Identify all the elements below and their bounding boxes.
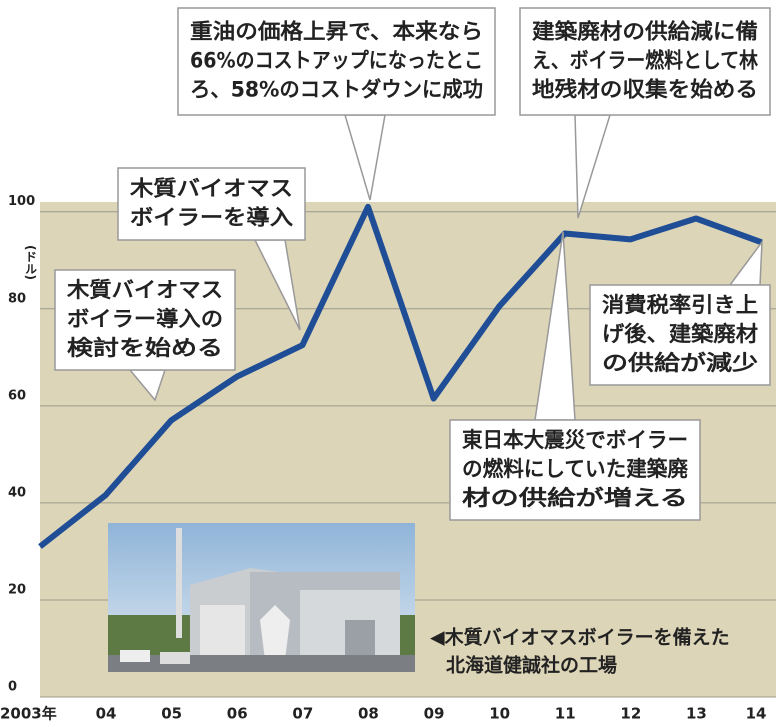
x-tick-label: 09 (424, 705, 445, 723)
callout-text: ろ、58%のコストダウンに成功 (190, 78, 483, 102)
x-tick-label: 08 (358, 705, 379, 723)
y-tick-label: 80 (8, 291, 26, 306)
x-tick-label: 06 (227, 705, 248, 723)
y-tick-label: 60 (8, 388, 26, 403)
callout-text: ボイラーを導入 (130, 206, 293, 230)
x-tick-label: 14 (746, 705, 767, 723)
x-tick-label: 10 (489, 705, 510, 723)
y-tick-label: 40 (8, 485, 26, 500)
x-tick-label: 11 (555, 705, 576, 723)
x-tick-label: 04 (96, 705, 117, 723)
y-tick-label: 20 (8, 582, 26, 597)
photo-caption: ◀木質バイオマスボイラーを備えた (430, 626, 730, 649)
callout-text: 地残材の収集を始める (532, 78, 758, 102)
y-axis-label: (ドル) (24, 245, 38, 280)
callout-text: ボイラー導入の (67, 307, 223, 331)
callout-text: 木質バイオマス (129, 177, 293, 201)
callout-text: 66%のコストアップになったとこ (190, 49, 483, 73)
x-tick-label: 2003年 (0, 705, 57, 723)
callout-text: 木質バイオマス (66, 278, 223, 302)
callout-text: え、ボイラー燃料として林 (532, 49, 758, 73)
callout-pointer (345, 115, 385, 200)
y-tick-label: 0 (8, 680, 17, 695)
photo-caption: 北海道健誠社の工場 (446, 654, 617, 677)
callout-text: 材の供給が増える (462, 486, 688, 510)
y-tick-label: 100 (8, 194, 35, 209)
callout-text: 建築廃材の供給減に備 (532, 20, 758, 44)
callout-text: 検討を始める (67, 336, 223, 360)
x-tick-label: 13 (686, 705, 707, 723)
x-tick-label: 12 (620, 705, 641, 723)
x-tick-label: 07 (292, 705, 313, 723)
chart: 重油の価格上昇で、本来なら 66%のコストアップになったところ、58%のコストダウ… (0, 0, 776, 727)
callout-text: 東日本大震災でボイラー (462, 428, 688, 452)
x-tick-label: 05 (161, 705, 182, 723)
callout-text: の燃料にしていた建築廃 (462, 457, 689, 481)
callout-text: 重油の価格上昇で、本来なら (190, 20, 483, 44)
callout-text: げ後、建築廃材 (602, 322, 758, 346)
callout-text: 消費税率引き上 (602, 293, 758, 317)
callout-text: の供給が減少 (602, 351, 758, 375)
factory-photo (108, 523, 415, 672)
